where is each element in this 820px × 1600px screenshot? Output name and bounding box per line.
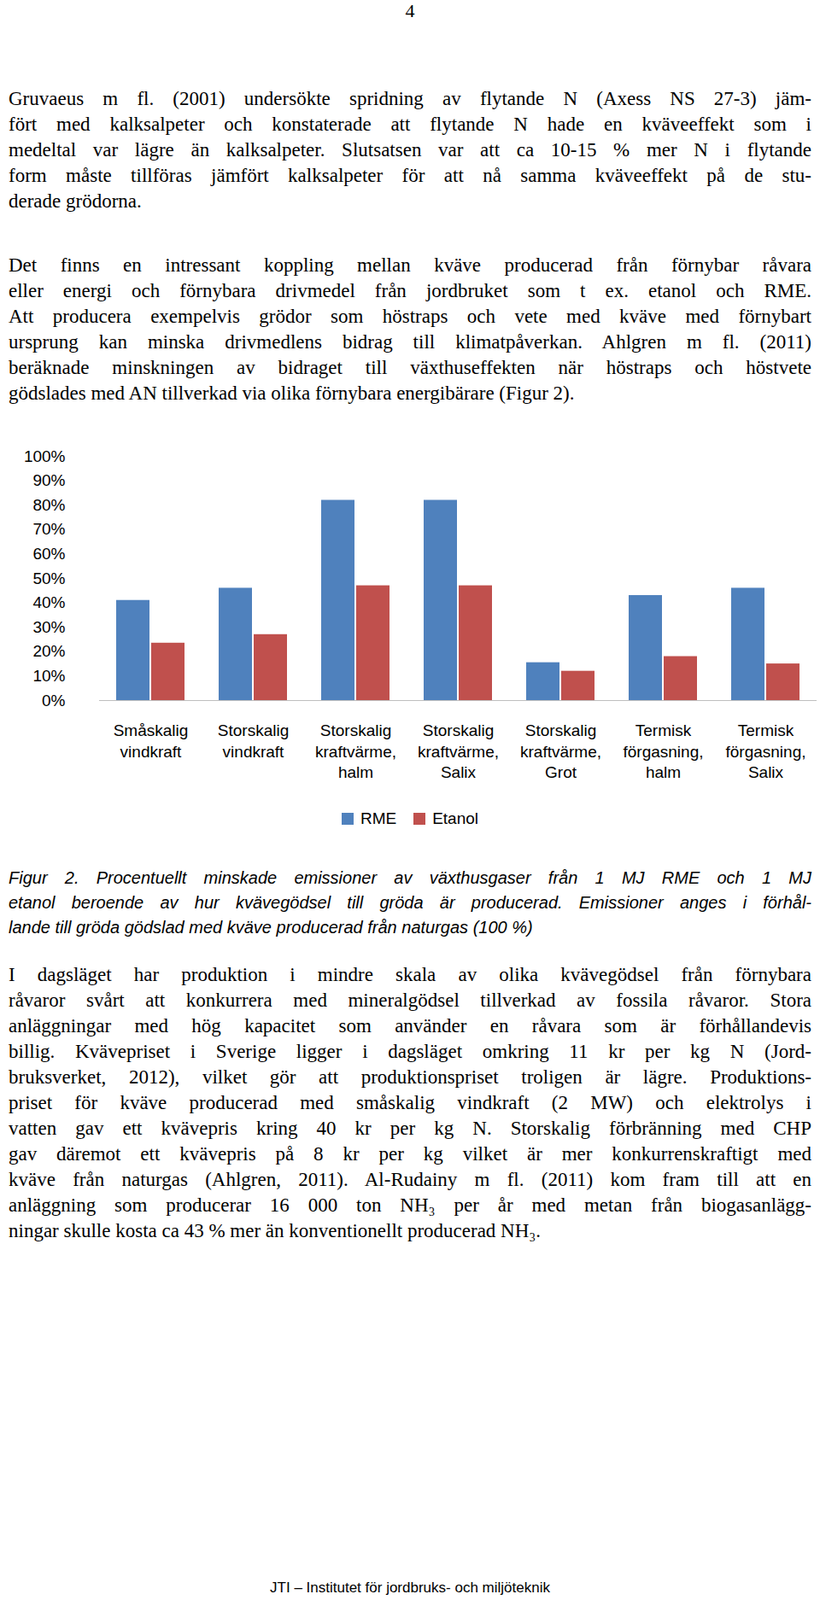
html-text:gödslades med AN tillverkad vi: gödslades med AN tillverkad via olika fö…: [8, 382, 575, 405]
html-text:form måste tillföras jämfört k: form måste tillföras jämfört kalksalpete…: [8, 164, 812, 187]
html-text:ursprung kan minska drivmedlen: ursprung kan minska drivmedlens bidrag t…: [8, 331, 812, 353]
svg-text:70%: 70%: [32, 520, 65, 539]
html-text:I dagsläget har produktion i m: I dagsläget har produktion i mindre skal…: [8, 964, 812, 986]
svg-text:40%: 40%: [32, 593, 65, 612]
html-text:beräknade minskningen av bidra: beräknade minskningen av bidraget till v…: [8, 357, 812, 379]
html-text:Gruvaeus m fl. (2001) undersök: Gruvaeus m fl. (2001) undersökte spridni…: [8, 87, 812, 110]
svg-text:10%: 10%: [32, 667, 65, 686]
html-text:råvaror svårt att konkurrera m: råvaror svårt att konkurrera med mineral…: [8, 989, 812, 1012]
html-text:Det finns en intressant koppli: Det finns en intressant koppling mellan …: [8, 254, 812, 276]
html-text:ningar skulle kosta ca 43 % me: ningar skulle kosta ca 43 % mer än konve…: [8, 1220, 541, 1242]
html-text:fört med kalksalpeter och kons: fört med kalksalpeter och konstaterade a…: [8, 113, 812, 135]
html-text:priset för kväve producerad me: priset för kväve producerad med småskali…: [8, 1092, 812, 1114]
svg-text:100%: 100%: [23, 447, 66, 466]
html-text:Etanol: Etanol: [432, 809, 479, 828]
svg-text:Termiskförgasning,Salix: Termiskförgasning,Salix: [725, 721, 806, 782]
html-text:JTI – Institutet för jordbruks: JTI – Institutet för jordbruks- och milj…: [270, 1580, 550, 1597]
svg-text:0%: 0%: [41, 691, 66, 710]
svg-text:20%: 20%: [32, 642, 65, 661]
svg-text:Storskaligkraftvärme,Salix: Storskaligkraftvärme,Salix: [417, 721, 499, 782]
svg-text:Storskaligkraftvärme,Grot: Storskaligkraftvärme,Grot: [520, 721, 602, 782]
html-text:anläggningar med hög kapacitet: anläggningar med hög kapacitet som använ…: [8, 1015, 812, 1037]
html-text:derade grödorna.: derade grödorna.: [8, 190, 142, 212]
svg-text:80%: 80%: [32, 496, 65, 515]
html-text:anläggning som producerar 16 0: anläggning som producerar 16 000 ton NH₃…: [8, 1194, 812, 1217]
svg-text:Småskaligvindkraft: Småskaligvindkraft: [113, 721, 189, 762]
svg-text:50%: 50%: [32, 569, 65, 588]
html-text:eller energi och förnybara dri: eller energi och förnybara drivmedel frå…: [8, 280, 812, 302]
html-text:Figur 2. Procentuellt minskade: Figur 2. Procentuellt minskade emissione…: [8, 868, 812, 888]
html-text:gav däremot ett kvävepris på 8: gav däremot ett kvävepris på 8 kr per kg…: [8, 1143, 812, 1166]
html-text:Att producera exempelvis grödo: Att producera exempelvis grödor som höst…: [8, 305, 812, 328]
html-text:vatten gav ett kvävepris kring: vatten gav ett kvävepris kring 40 kr per…: [8, 1118, 812, 1140]
svg-text:Storskaligvindkraft: Storskaligvindkraft: [217, 721, 289, 762]
svg-text:90%: 90%: [32, 471, 65, 490]
svg-text:Storskaligkraftvärme,halm: Storskaligkraftvärme,halm: [315, 721, 397, 782]
html-text:billig. Kvävepriset i Sverige: billig. Kvävepriset i Sverige ligger i d…: [8, 1041, 812, 1063]
svg-text:30%: 30%: [32, 618, 65, 637]
svg-text:Termiskförgasning,halm: Termiskförgasning,halm: [622, 721, 703, 782]
html-text:etanol beroende av hur kvävegö: etanol beroende av hur kvävegödsel till …: [8, 893, 812, 913]
html-text:medeltal var lägre än kalksalp: medeltal var lägre än kalksalpeter. Slut…: [8, 139, 812, 161]
html-text:lande till gröda gödslad med k: lande till gröda gödslad med kväve produ…: [8, 918, 533, 938]
html-text:4: 4: [405, 0, 415, 22]
html-text:bruksverket, 2012), vilket gör: bruksverket, 2012), vilket gör att produ…: [8, 1066, 812, 1089]
html-text:RME: RME: [360, 809, 397, 828]
html-text:kväve från naturgas (Ahlgren,: kväve från naturgas (Ahlgren, 2011). Al-…: [8, 1169, 812, 1191]
svg-text:60%: 60%: [32, 544, 65, 563]
